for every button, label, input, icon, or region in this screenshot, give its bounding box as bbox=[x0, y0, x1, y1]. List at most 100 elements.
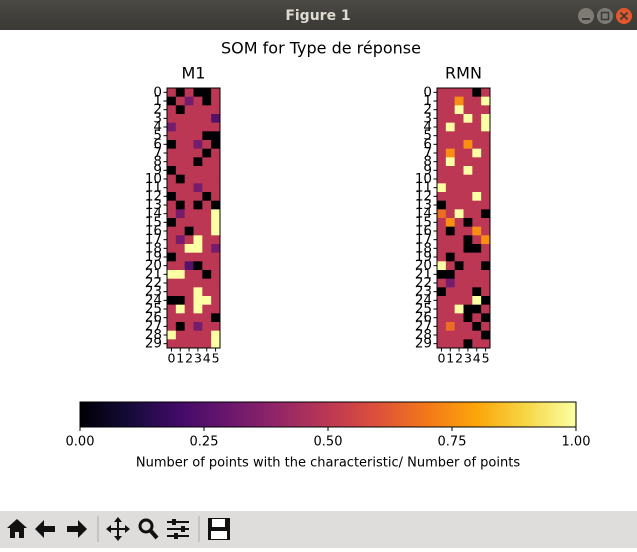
colorbar-tick-label: 0.00 bbox=[66, 435, 95, 450]
heatmap-cell bbox=[193, 157, 203, 167]
heatmap-cell bbox=[167, 270, 177, 279]
heatmap-cell bbox=[167, 339, 177, 349]
back-button[interactable] bbox=[35, 520, 55, 538]
heatmap-cell bbox=[167, 296, 177, 305]
heatmap-cell bbox=[481, 209, 491, 219]
heatmap-cell bbox=[202, 261, 212, 271]
heatmap-cell bbox=[472, 122, 482, 132]
y-tick-label: 15 bbox=[145, 214, 162, 230]
heatmap-cell bbox=[211, 174, 221, 184]
configure-button[interactable] bbox=[167, 519, 189, 539]
heatmap-cell bbox=[463, 122, 473, 132]
y-tick-label: 17 bbox=[145, 232, 162, 248]
heatmap-cell bbox=[202, 105, 212, 115]
heatmap-cell bbox=[184, 148, 194, 158]
heatmap-cell bbox=[481, 140, 491, 149]
heatmap-cell bbox=[167, 88, 177, 97]
heatmap-cell bbox=[167, 200, 177, 210]
heatmap-cell bbox=[193, 148, 203, 158]
forward-button[interactable] bbox=[67, 520, 87, 538]
heatmap-cell bbox=[175, 157, 185, 167]
heatmap-cell bbox=[167, 174, 177, 184]
heatmap-cell bbox=[454, 330, 464, 340]
heatmap-cell bbox=[445, 322, 455, 331]
heatmap-cell bbox=[193, 200, 203, 210]
heatmap-cell bbox=[463, 166, 473, 175]
heatmap-cell bbox=[437, 218, 447, 227]
figure-title: SOM for Type de réponse bbox=[221, 39, 421, 58]
heatmap-cell bbox=[184, 131, 194, 141]
heatmap-cell bbox=[481, 244, 491, 253]
heatmap-cell bbox=[175, 304, 185, 314]
x-tick-label: 4 bbox=[203, 351, 211, 366]
heatmap-cell bbox=[211, 261, 221, 271]
heatmap-cell bbox=[437, 148, 447, 158]
heatmap-cell bbox=[463, 96, 473, 106]
heatmap-cell bbox=[175, 131, 185, 141]
heatmap-cell bbox=[211, 192, 221, 201]
heatmap-cell bbox=[445, 278, 455, 288]
heatmap-cell bbox=[211, 114, 221, 123]
heatmap-cell bbox=[184, 270, 194, 279]
heatmap-cell bbox=[184, 226, 194, 236]
heatmap-cell bbox=[202, 270, 212, 279]
maximize-button[interactable] bbox=[597, 8, 613, 24]
y-tick-label: 1 bbox=[153, 93, 162, 109]
heatmap-cell bbox=[193, 96, 203, 106]
window-controls[interactable] bbox=[578, 8, 632, 24]
heatmap-cell bbox=[175, 313, 185, 323]
save-button[interactable] bbox=[208, 518, 230, 540]
heatmap-cell bbox=[193, 183, 203, 193]
heatmap-cell bbox=[463, 235, 473, 245]
heatmap-cell bbox=[463, 200, 473, 210]
heatmap-cell bbox=[454, 122, 464, 132]
heatmap-cell bbox=[202, 166, 212, 175]
heatmap-cell bbox=[175, 296, 185, 305]
heatmap-cell bbox=[437, 226, 447, 236]
heatmap-cell bbox=[202, 218, 212, 227]
heatmap-cell bbox=[445, 330, 455, 340]
heatmap-cell bbox=[472, 174, 482, 184]
heatmap-cell bbox=[202, 174, 212, 184]
heatmap-cell bbox=[472, 88, 482, 97]
heatmap-cell bbox=[463, 261, 473, 271]
heatmap-cell bbox=[463, 304, 473, 314]
y-tick-label: 18 bbox=[415, 240, 432, 256]
heatmap-cell bbox=[445, 252, 455, 262]
heatmap-cell bbox=[481, 304, 491, 314]
subplot-title: RMN bbox=[445, 64, 482, 83]
heatmap-cell bbox=[437, 114, 447, 123]
heatmap-cell bbox=[184, 235, 194, 245]
pan-button[interactable] bbox=[106, 517, 130, 541]
heatmap-cell bbox=[463, 183, 473, 193]
heatmap-cell bbox=[454, 313, 464, 323]
heatmap-cell bbox=[211, 157, 221, 167]
heatmap-cell bbox=[175, 278, 185, 288]
x-tick-label: 2 bbox=[455, 351, 463, 366]
heatmap-cell bbox=[445, 96, 455, 106]
heatmap-cell bbox=[184, 183, 194, 193]
heatmap-cell bbox=[175, 244, 185, 253]
heatmap-cell bbox=[184, 157, 194, 167]
minimize-button[interactable] bbox=[578, 8, 594, 24]
heatmap-cell bbox=[454, 226, 464, 236]
y-tick-label: 29 bbox=[145, 336, 162, 352]
zoom-button[interactable] bbox=[138, 518, 159, 540]
heatmap-cell bbox=[472, 157, 482, 167]
heatmap-cell bbox=[454, 339, 464, 349]
heatmap-cell bbox=[472, 330, 482, 340]
heatmap-cell bbox=[437, 192, 447, 201]
y-tick-label: 12 bbox=[145, 188, 162, 204]
home-button[interactable] bbox=[7, 519, 27, 538]
y-tick-label: 10 bbox=[145, 171, 162, 187]
heatmap-cell bbox=[175, 174, 185, 184]
heatmap-cell bbox=[437, 244, 447, 253]
heatmap-cell bbox=[445, 218, 455, 227]
heatmap-cell bbox=[202, 235, 212, 245]
heatmap-cell bbox=[437, 287, 447, 297]
heatmap-cell bbox=[481, 183, 491, 193]
heatmap-cell bbox=[481, 313, 491, 323]
colorbar bbox=[79, 401, 577, 428]
heatmap-cell bbox=[472, 287, 482, 297]
heatmap-cell bbox=[437, 330, 447, 340]
